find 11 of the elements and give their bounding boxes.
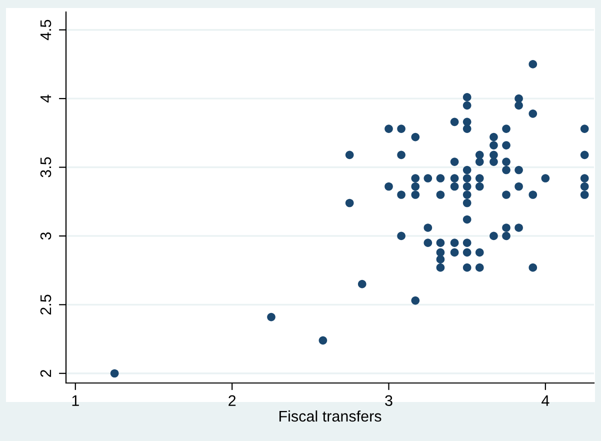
y-tick-label: 3.5 [40,157,52,178]
x-tick-label: 4 [542,395,550,406]
y-tick-label: 4 [40,94,52,102]
x-tick-label: 2 [228,395,236,406]
y-tick-label: 2.5 [40,294,52,315]
x-tick-label: 1 [72,395,79,406]
x-tick-label: 3 [385,395,392,406]
y-tick-label: 3 [40,232,52,240]
y-tick-label: 2 [40,370,52,377]
y-tick-label: 4.5 [40,20,52,40]
x-axis-title: Fiscal transfers [279,410,382,422]
